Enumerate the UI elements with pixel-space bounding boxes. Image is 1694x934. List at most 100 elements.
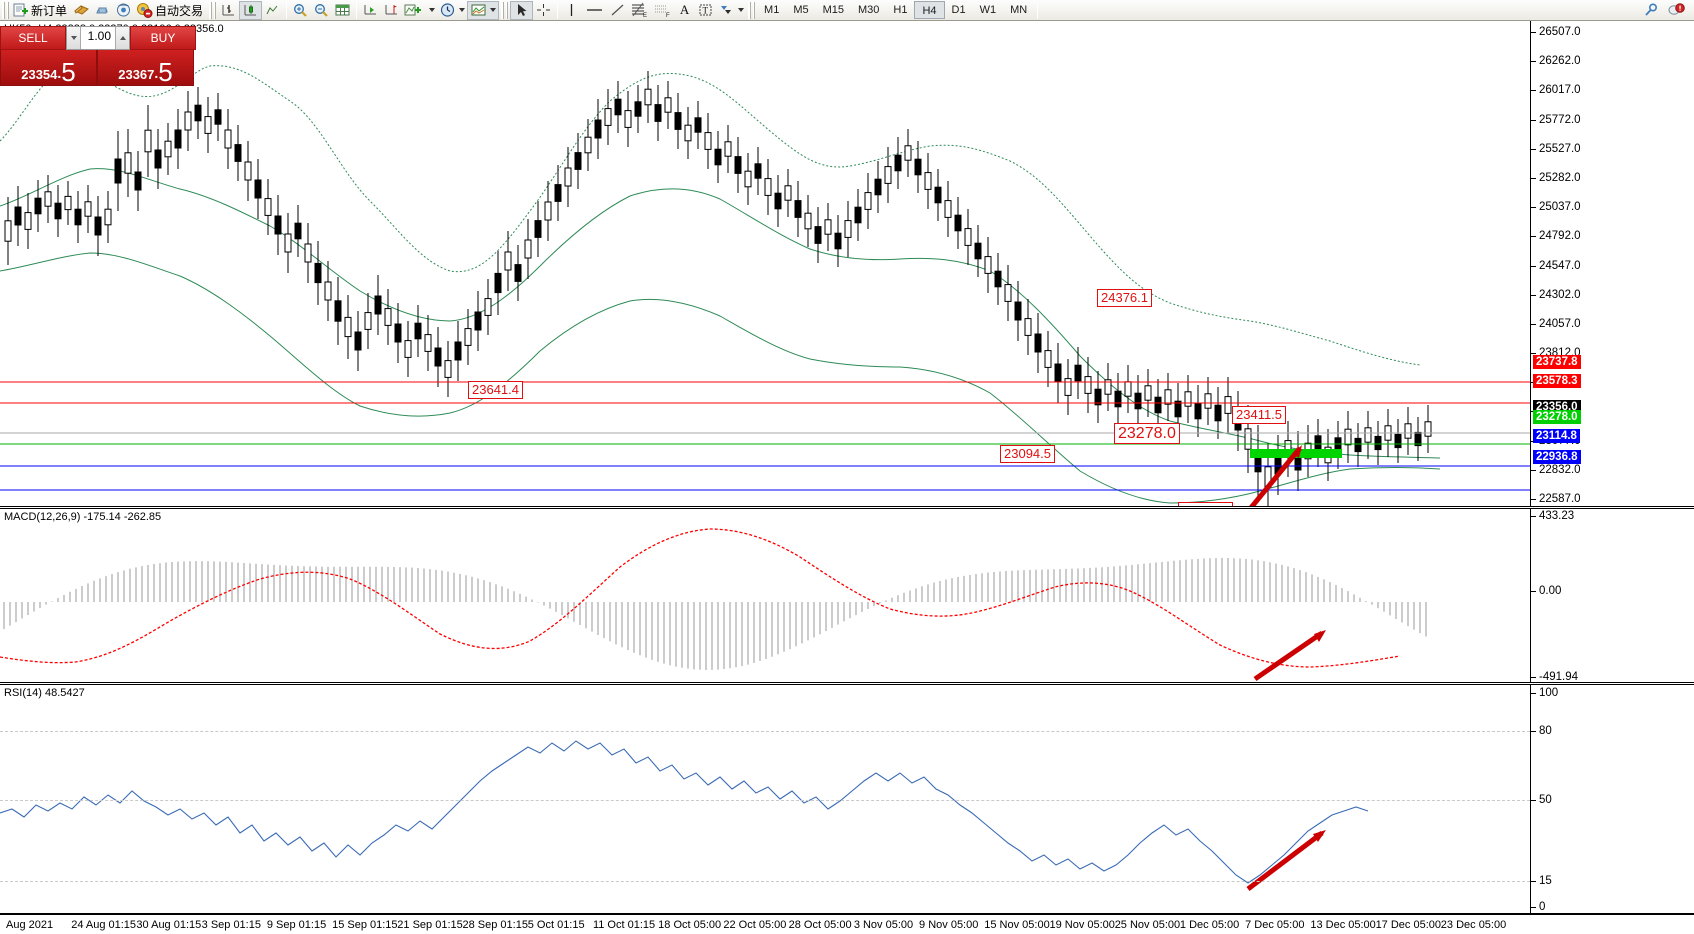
clock-icon	[440, 3, 455, 17]
volume-stepper[interactable]: 1.00	[66, 26, 130, 50]
annotation-22654[interactable]: 22654.8	[1178, 502, 1233, 506]
timeframe-m15[interactable]: M15	[822, 4, 844, 16]
annotation-23094[interactable]: 23094.5	[1000, 445, 1055, 463]
signals-button[interactable]	[113, 1, 134, 20]
price-level-tag[interactable]: 23737.8	[1533, 354, 1581, 369]
new-order-button[interactable]: 新订单	[11, 1, 71, 20]
timeframe-d1[interactable]: D1	[951, 4, 966, 16]
price-tick-label: 22832.0	[1539, 463, 1581, 476]
toolbar-separator-3	[557, 1, 559, 19]
auto-scroll-button[interactable]	[360, 1, 381, 20]
one-click-trading-panel[interactable]: SELL 1.00 BUY 23354 . 5 23367 . 5	[0, 26, 196, 86]
price-axis[interactable]: 26507.0 26262.0 26017.0 25772.0 25527.0 25282…	[1530, 21, 1694, 506]
autotrading-button[interactable]: 自动交易	[134, 1, 207, 20]
vertical-line-button[interactable]	[561, 1, 582, 20]
time-tick-label: 19 Nov 05:00	[1049, 919, 1115, 931]
templates-caret-icon[interactable]	[490, 8, 497, 12]
rsi-tick-label: 15	[1539, 874, 1552, 887]
indicators-caret-icon[interactable]	[429, 8, 436, 12]
timeframe-m5[interactable]: M5	[793, 4, 809, 16]
sell-button[interactable]: SELL	[0, 26, 66, 50]
macd-plot[interactable]	[0, 509, 1530, 682]
time-tick-label: 3 Nov 05:00	[853, 919, 914, 931]
price-tick-label: 24302.0	[1539, 288, 1581, 301]
timeframe-h1[interactable]: H1	[893, 4, 908, 16]
toolbar-grip[interactable]	[2, 1, 9, 19]
zoom-in-button[interactable]	[290, 1, 311, 20]
price-tick-label: 25037.0	[1539, 201, 1581, 214]
volume-input[interactable]: 1.00	[87, 29, 111, 43]
zoom-out-button[interactable]	[311, 1, 332, 20]
price-level-tag[interactable]: 23278.0	[1533, 409, 1581, 424]
channel-button[interactable]: F	[651, 1, 674, 20]
candlestick-chart-button[interactable]	[239, 0, 263, 20]
rsi-tick	[1531, 907, 1536, 908]
annotation-23641[interactable]: 23641.4	[468, 381, 523, 399]
zoom-out-icon	[315, 4, 328, 17]
timeframe-mn[interactable]: MN	[1010, 4, 1028, 16]
horizontal-line-button[interactable]	[582, 1, 607, 20]
sell-price-display[interactable]: 23354 . 5	[0, 50, 97, 86]
expert-advisors-button[interactable]	[71, 1, 92, 20]
price-level-tag[interactable]: 23114.8	[1533, 429, 1580, 444]
toolbar-grip-3[interactable]	[501, 1, 509, 19]
price-chart-svg	[0, 65, 1530, 506]
label-button[interactable]: T	[695, 1, 716, 20]
macd-pane[interactable]: MACD(12,26,9) -175.14 -262.85 433.23 0.00…	[0, 508, 1694, 683]
price-tick	[1531, 236, 1536, 238]
period-button[interactable]	[437, 1, 467, 20]
annotation-23411[interactable]: 23411.5	[1232, 406, 1287, 424]
market-button[interactable]	[92, 1, 113, 20]
chart-shift-button[interactable]	[381, 1, 402, 20]
shapes-button[interactable]	[716, 1, 746, 20]
alerts-button[interactable]	[1664, 1, 1688, 20]
templates-button[interactable]	[467, 0, 500, 20]
buy-button[interactable]: BUY	[130, 26, 196, 50]
main-pane-plot[interactable]: 24376.1 23641.4 23411.5 23278.0 23094.5 …	[0, 21, 1530, 506]
main-price-pane[interactable]: HK50-,H4 23228.0 23370.0 23196.0 23356.0	[0, 21, 1694, 507]
time-tick-label: 9 Sep 01:15	[266, 919, 327, 931]
bar-chart-button[interactable]	[218, 1, 239, 20]
cursor-button[interactable]	[510, 0, 534, 20]
shapes-caret-icon[interactable]	[738, 8, 745, 12]
macd-tick	[1531, 516, 1536, 517]
rsi-pane[interactable]: RSI(14) 48.5427 100 80 50 15 0	[0, 684, 1694, 914]
line-chart-button[interactable]	[262, 1, 283, 20]
timeframe-w1[interactable]: W1	[979, 4, 997, 16]
trendline-button[interactable]	[607, 1, 628, 20]
indicators-icon	[404, 4, 422, 16]
macd-svg	[0, 528, 1427, 682]
annotation-24376[interactable]: 24376.1	[1097, 289, 1152, 307]
rsi-tick	[1531, 800, 1536, 801]
search-button[interactable]	[1640, 1, 1664, 20]
rsi-plot[interactable]	[0, 685, 1530, 913]
price-tick-label: 25527.0	[1539, 142, 1581, 155]
new-order-label: 新订单	[31, 3, 68, 18]
volume-increase-button[interactable]	[115, 27, 129, 49]
volume-decrease-button[interactable]	[67, 27, 81, 49]
price-level-tag[interactable]: 22936.8	[1533, 450, 1581, 465]
buy-price-display[interactable]: 23367 . 5	[97, 50, 194, 86]
data-window-icon	[335, 4, 350, 16]
indicators-button[interactable]	[402, 1, 437, 20]
period-caret-icon[interactable]	[459, 8, 466, 12]
price-tick	[1531, 353, 1536, 355]
toolbar-grip-4[interactable]	[748, 1, 756, 19]
toolbar-grip-2[interactable]	[209, 1, 217, 19]
timeframe-m1[interactable]: M1	[764, 4, 780, 16]
timeframe-h4[interactable]: H4	[914, 1, 945, 19]
fibonacci-button[interactable]: E	[628, 1, 651, 20]
price-tick	[1531, 148, 1536, 150]
rsi-level-80	[0, 731, 1530, 732]
data-window-button[interactable]	[332, 1, 353, 20]
crosshair-button[interactable]	[533, 1, 554, 20]
time-axis[interactable]: Aug 2021 24 Aug 01:15 30 Aug 01:15 3 Sep 01…	[0, 914, 1694, 934]
text-button[interactable]: A	[674, 1, 695, 20]
macd-axis[interactable]: 433.23 0.00 -491.94	[1530, 509, 1694, 683]
auto-scroll-icon	[364, 5, 377, 15]
timeframe-m30[interactable]: M30	[858, 4, 880, 16]
rsi-axis[interactable]: 100 80 50 15 0	[1530, 685, 1694, 913]
price-level-tag[interactable]: 23578.3	[1533, 373, 1581, 388]
chart-area[interactable]: HK50-,H4 23228.0 23370.0 23196.0 23356.0	[0, 21, 1694, 934]
annotation-23278[interactable]: 23278.0	[1114, 423, 1180, 444]
